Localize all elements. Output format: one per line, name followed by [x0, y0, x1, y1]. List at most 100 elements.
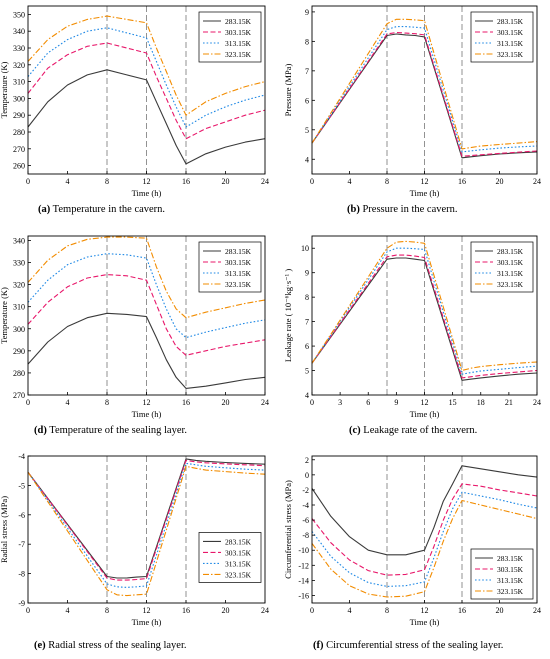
x-tick-label: 0 [26, 398, 30, 407]
chart-d: 0 4 8 12 16 20 24 270 280 290 300 310 320 330 340 Time … [0, 235, 269, 436]
x-tick-label: 16 [182, 606, 190, 615]
y-tick-label: 2 [305, 456, 309, 465]
series-line-313.15K [311, 491, 538, 587]
caption-tag: (b) [347, 204, 360, 215]
x-tick-label: 16 [182, 177, 190, 186]
y-tick-label: 8 [305, 293, 309, 302]
y-tick-label: 5 [305, 126, 309, 135]
caption-text: Pressure in the cavern. [360, 204, 458, 215]
y-tick-label: -4 [18, 452, 25, 461]
legend-label: 283.15K [225, 247, 252, 256]
y-tick-label: 340 [13, 27, 25, 36]
x-tick-label: 20 [222, 606, 230, 615]
y-tick-label: 280 [13, 369, 25, 378]
caption-tag: (e) [34, 640, 46, 651]
x-tick-label: 0 [310, 177, 314, 186]
legend-label: 323.15K [497, 50, 524, 59]
chart-b: 0 4 8 12 16 20 24 4 5 6 7 8 9 Time (h) Pressure (MPa) 2… [283, 5, 541, 215]
legend-label: 303.15K [225, 548, 252, 557]
y-tick-label: 7 [305, 67, 309, 76]
x-tick-label: 12 [143, 606, 151, 615]
series-line-303.15K [27, 42, 266, 140]
y-tick-label: 6 [305, 96, 309, 105]
series-line-283.15K [311, 33, 538, 159]
legend: 283.15K 303.15K 313.15K 323.15K [470, 241, 534, 293]
series-line-313.15K [311, 26, 538, 153]
x-tick-label: 8 [385, 606, 389, 615]
x-axis-label: Time (h) [132, 617, 162, 627]
y-tick-label: 330 [13, 44, 25, 53]
y-tick-label: 340 [13, 236, 25, 245]
figure-caption: (f) Circumferential stress of the sealin… [313, 640, 503, 651]
y-tick-label: -16 [298, 591, 309, 600]
chart-f: 0 4 8 12 16 20 24 -16 -14 -12 -10 -8 -6 -4 -2 0 2 Time (h… [283, 455, 541, 651]
x-tick-label: 4 [66, 606, 70, 615]
series-line-283.15K [27, 312, 266, 389]
legend-label: 323.15K [225, 280, 252, 289]
legend-label: 303.15K [225, 28, 252, 37]
y-tick-label: 310 [13, 78, 25, 87]
caption-tag: (c) [349, 425, 361, 436]
caption-text: Leakage rate of the cavern. [361, 425, 478, 436]
x-tick-label: 12 [421, 177, 429, 186]
figure-caption: (a) Temperature in the cavern. [38, 204, 165, 215]
legend-label: 323.15K [497, 280, 524, 289]
figure-caption: (d) Temperature of the sealing layer. [34, 425, 187, 436]
y-tick-label: 8 [305, 37, 309, 46]
y-axis-label: Radial stress (MPa) [0, 496, 9, 563]
caption-text: Temperature of the sealing layer. [47, 425, 187, 436]
x-tick-label: 8 [105, 398, 109, 407]
caption-text: Temperature in the cavern. [50, 204, 165, 215]
legend-label: 283.15K [497, 17, 524, 26]
y-tick-label: -7 [18, 540, 25, 549]
figure-caption: (e) Radial stress of the sealing layer. [34, 640, 187, 651]
y-tick-label: 10 [301, 244, 309, 253]
legend-label: 323.15K [225, 570, 252, 579]
y-tick-label: 320 [13, 61, 25, 70]
y-tick-label: 4 [305, 155, 309, 164]
x-tick-label: 0 [310, 398, 314, 407]
legend: 283.15K 303.15K 313.15K 323.15K [470, 548, 534, 600]
x-tick-label: 20 [222, 398, 230, 407]
x-tick-label: 24 [261, 398, 269, 407]
x-tick-label: 20 [222, 177, 230, 186]
y-axis-label: Temperature (K) [0, 61, 9, 118]
series-line-323.15K [311, 240, 538, 372]
legend-label: 283.15K [497, 554, 524, 563]
x-tick-label: 24 [261, 177, 269, 186]
x-tick-label: 6 [366, 398, 370, 407]
y-tick-label: 300 [13, 325, 25, 334]
y-axis-label: Leakage rate ( 10⁻⁶kg·s⁻¹ ) [283, 269, 293, 362]
legend: 283.15K 303.15K 313.15K 323.15K [470, 11, 534, 63]
y-tick-label: 9 [305, 269, 309, 278]
y-tick-label: 270 [13, 145, 25, 154]
figure-caption: (b) Pressure in the cavern. [347, 204, 458, 215]
x-tick-label: 24 [533, 177, 541, 186]
legend-box [470, 11, 534, 63]
y-tick-label: 5 [305, 367, 309, 376]
x-tick-label: 4 [66, 398, 70, 407]
series-line-283.15K [27, 458, 266, 579]
legend-label: 323.15K [497, 587, 524, 596]
x-tick-label: 12 [143, 177, 151, 186]
legend-label: 283.15K [497, 247, 524, 256]
x-tick-label: 24 [533, 606, 541, 615]
legend: 283.15K 303.15K 313.15K 323.15K [198, 11, 262, 63]
y-axis-label: Pressure (MPa) [283, 64, 293, 117]
series-line-323.15K [311, 499, 538, 598]
y-tick-label: -8 [302, 531, 309, 540]
y-tick-label: 330 [13, 259, 25, 268]
chart-e: 0 4 8 12 16 20 24 -9 -8 -7 -6 -5 -4 Time (h) Radial st… [0, 452, 269, 651]
y-tick-label: -8 [18, 570, 25, 579]
y-tick-label: -14 [298, 576, 309, 585]
y-tick-label: -2 [302, 486, 309, 495]
x-tick-label: 8 [105, 177, 109, 186]
legend-label: 313.15K [225, 39, 252, 48]
x-axis-label: Time (h) [410, 409, 440, 419]
legend-label: 303.15K [497, 565, 524, 574]
series-line-323.15K [311, 18, 538, 150]
legend-box [470, 548, 534, 600]
series-line-303.15K [27, 459, 266, 581]
x-tick-label: 12 [421, 398, 429, 407]
